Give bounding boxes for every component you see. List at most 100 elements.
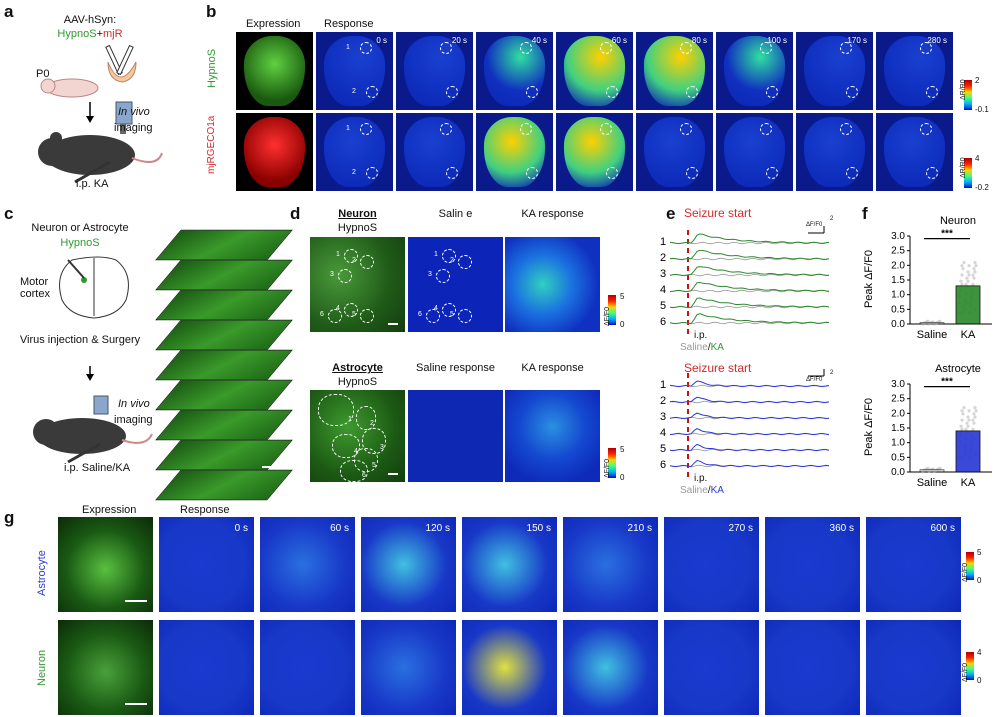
b-response-frame: 100 s (716, 32, 793, 110)
g-response-frame (664, 620, 759, 715)
f-data-point (967, 418, 971, 422)
g-scalebar (125, 703, 147, 705)
g-cbar-max-1: 5 (977, 548, 982, 557)
d-astro-roi-label: 2 (370, 420, 374, 427)
b-colorbar-mjrgeco (964, 158, 972, 188)
e-saline-trace (669, 321, 830, 325)
g-response-frame (462, 620, 557, 715)
g-timestamp: 600 s (930, 523, 955, 534)
b-response-frame (716, 113, 793, 191)
f-ytick-label: 0.0 (891, 319, 905, 330)
d-astro-roi-label: 5 (372, 462, 376, 469)
e-trace-id: 2 (660, 252, 666, 264)
f-data-point (972, 412, 976, 416)
f-category-label: KA (961, 477, 976, 489)
d-neuron-sub: HypnoS (337, 222, 378, 234)
b-response-frame: 20 s (396, 32, 473, 110)
d-neuron-roi-label: 3 (330, 271, 334, 278)
d-neuron-roi-label: 1 (434, 251, 438, 258)
d-neuron-roi (328, 309, 342, 323)
d-neuron-saline: Salin e (438, 208, 473, 220)
g-colorbar-neuron (966, 652, 974, 680)
f-ytick-label: 2.5 (891, 246, 905, 257)
b-roi-1 (760, 123, 772, 135)
d-cbar-min-2: 0 (620, 473, 625, 482)
b-response-frame: 280 s (876, 32, 953, 110)
d-neuron-roi (442, 249, 456, 263)
f-sig-marker: *** (941, 229, 953, 240)
b-roi-2 (926, 86, 938, 98)
age-label: P0 (36, 68, 50, 80)
injection-label-a: i.p. KA (76, 178, 109, 190)
g-timestamp: 60 s (330, 523, 349, 534)
e-slash-1: / (707, 342, 711, 353)
d-astro-saline: Saline response (416, 362, 495, 374)
f-bar-charts: Neuron 0.0 0.5 1.0 1.5 2.0 2.5 3.0 Peak ΔF/F0 Sal… (863, 215, 992, 489)
b-roi-2 (686, 167, 698, 179)
b-response-frame (396, 113, 473, 191)
f-category-label: KA (961, 329, 976, 341)
e-saline-trace (669, 305, 830, 309)
d-cbar-min-1: 0 (620, 320, 625, 329)
b-roi-2 (366, 167, 378, 179)
c-sensor: HypnoS (60, 237, 100, 249)
c-stack-slice (155, 439, 293, 471)
d-scalebar-2 (388, 473, 398, 475)
b-roi-2 (926, 167, 938, 179)
g-response-frame (765, 620, 860, 715)
b-expression-image (236, 32, 313, 110)
e-trace-id: 4 (660, 284, 666, 296)
b-roi-2 (526, 86, 538, 98)
e-ka-trace (669, 380, 830, 388)
panel-c-illustration (33, 256, 153, 464)
d-neuron-roi (436, 269, 450, 283)
b-roi-2 (606, 86, 618, 98)
c-procedure: Virus injection & Surgery (19, 334, 141, 346)
b-roi-2 (366, 86, 378, 98)
b-roi-1 (600, 123, 612, 135)
g-timestamp: 210 s (627, 523, 652, 534)
g-response-frame (260, 620, 355, 715)
f-ylabel: Peak ΔF/F0 (863, 398, 875, 456)
b-cbar-title-1: ΔR/R0 (960, 79, 967, 100)
b-roi-1 (600, 42, 612, 54)
e-scale-val-2: 2 (830, 370, 834, 376)
f-data-point (966, 279, 970, 283)
b-roi-1 (520, 123, 532, 135)
panel-label-f: f (862, 204, 868, 223)
g-expression-image (58, 517, 153, 612)
b-roi-label-1: 1 (346, 44, 350, 51)
c-celltype: Neuron or Astrocyte (31, 222, 129, 234)
d-neuron-roi-label: 5 (352, 311, 356, 318)
d-astro-roi-label: 3 (380, 444, 384, 451)
d-neuron-roi-label: 2 (352, 257, 356, 264)
d-neuron-roi (344, 249, 358, 263)
b-roi-1 (920, 42, 932, 54)
imaging-label-a: imaging (114, 122, 153, 134)
f-data-point (961, 267, 965, 271)
b-roi-1 (840, 42, 852, 54)
d-neuron-roi-label: 6 (418, 311, 422, 318)
g-response-frame (866, 620, 961, 715)
f-data-point (966, 424, 970, 428)
e-ka-2: KA (710, 485, 724, 496)
b-roi-1 (760, 42, 772, 54)
vector-label: AAV-hSyn: (63, 14, 117, 26)
d-cbar-max-2: 5 (620, 445, 625, 454)
f-ytick-label: 0.5 (891, 304, 905, 315)
imaging-label-c: imaging (114, 414, 153, 426)
d-neuron-roi (426, 309, 440, 323)
b-roi-label-1: 1 (346, 125, 350, 132)
panel-label-a: a (4, 2, 14, 21)
f-ytick-label: 0.0 (891, 467, 905, 478)
e-ka-trace (669, 396, 830, 404)
g-response-frame: 600 s (866, 517, 961, 612)
f-data-point (971, 273, 975, 277)
b-timestamp: 170 s (847, 36, 867, 45)
b-roi-2 (846, 86, 858, 98)
f-data-point (967, 264, 971, 268)
f-ytick-label: 2.0 (891, 408, 905, 419)
d-neuron-roi (360, 309, 374, 323)
e-ka-trace (669, 281, 830, 292)
b-timestamp: 60 s (611, 36, 627, 45)
